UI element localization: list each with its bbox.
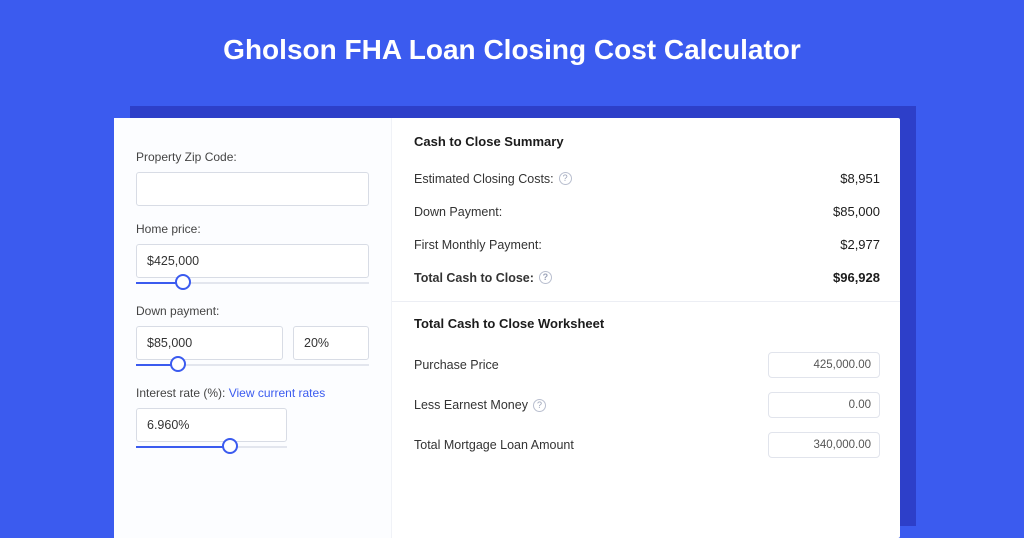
summary-title: Cash to Close Summary [414, 134, 880, 149]
worksheet-row-mortgage-amount: Total Mortgage Loan Amount [414, 425, 880, 465]
summary-row-first-payment: First Monthly Payment: $2,977 [414, 229, 880, 262]
summary-value: $8,951 [840, 171, 880, 186]
slider-thumb[interactable] [170, 356, 186, 372]
worksheet-input-earnest-money[interactable] [768, 392, 880, 418]
calculator-card: Property Zip Code: Home price: Down paym… [114, 118, 900, 538]
divider [392, 301, 900, 302]
summary-row-total: Total Cash to Close: ? $96,928 [414, 262, 880, 295]
worksheet-input-mortgage-amount[interactable] [768, 432, 880, 458]
summary-label-text: First Monthly Payment: [414, 238, 542, 252]
worksheet-label-text: Total Mortgage Loan Amount [414, 438, 574, 452]
worksheet-label-text: Purchase Price [414, 358, 499, 372]
slider-thumb[interactable] [222, 438, 238, 454]
summary-label-text: Estimated Closing Costs: [414, 172, 554, 186]
summary-value: $85,000 [833, 204, 880, 219]
worksheet-row-earnest-money: Less Earnest Money ? [414, 385, 880, 425]
interest-rate-slider[interactable] [136, 442, 287, 452]
home-price-input[interactable] [136, 244, 369, 278]
down-payment-input[interactable] [136, 326, 283, 360]
slider-fill [136, 446, 230, 448]
worksheet-row-purchase-price: Purchase Price [414, 345, 880, 385]
summary-label-text: Down Payment: [414, 205, 502, 219]
zip-label: Property Zip Code: [136, 150, 369, 164]
worksheet-title: Total Cash to Close Worksheet [414, 316, 880, 331]
page-title: Gholson FHA Loan Closing Cost Calculator [0, 0, 1024, 92]
down-payment-label: Down payment: [136, 304, 369, 318]
slider-thumb[interactable] [175, 274, 191, 290]
summary-row-down-payment: Down Payment: $85,000 [414, 196, 880, 229]
inputs-panel: Property Zip Code: Home price: Down paym… [114, 118, 392, 538]
zip-input[interactable] [136, 172, 369, 206]
interest-rate-input[interactable] [136, 408, 287, 442]
help-icon[interactable]: ? [533, 399, 546, 412]
summary-label-text: Total Cash to Close: [414, 271, 534, 285]
down-payment-pct-input[interactable] [293, 326, 369, 360]
interest-rate-label: Interest rate (%): View current rates [136, 386, 369, 400]
results-panel: Cash to Close Summary Estimated Closing … [392, 118, 900, 538]
help-icon[interactable]: ? [539, 271, 552, 284]
home-price-label: Home price: [136, 222, 369, 236]
worksheet-input-purchase-price[interactable] [768, 352, 880, 378]
summary-value: $96,928 [833, 270, 880, 285]
view-current-rates-link[interactable]: View current rates [229, 386, 326, 400]
home-price-slider[interactable] [136, 278, 369, 288]
summary-row-closing-costs: Estimated Closing Costs: ? $8,951 [414, 163, 880, 196]
help-icon[interactable]: ? [559, 172, 572, 185]
summary-value: $2,977 [840, 237, 880, 252]
worksheet-label-text: Less Earnest Money [414, 398, 528, 412]
interest-rate-label-text: Interest rate (%): [136, 386, 229, 400]
down-payment-slider[interactable] [136, 360, 369, 370]
